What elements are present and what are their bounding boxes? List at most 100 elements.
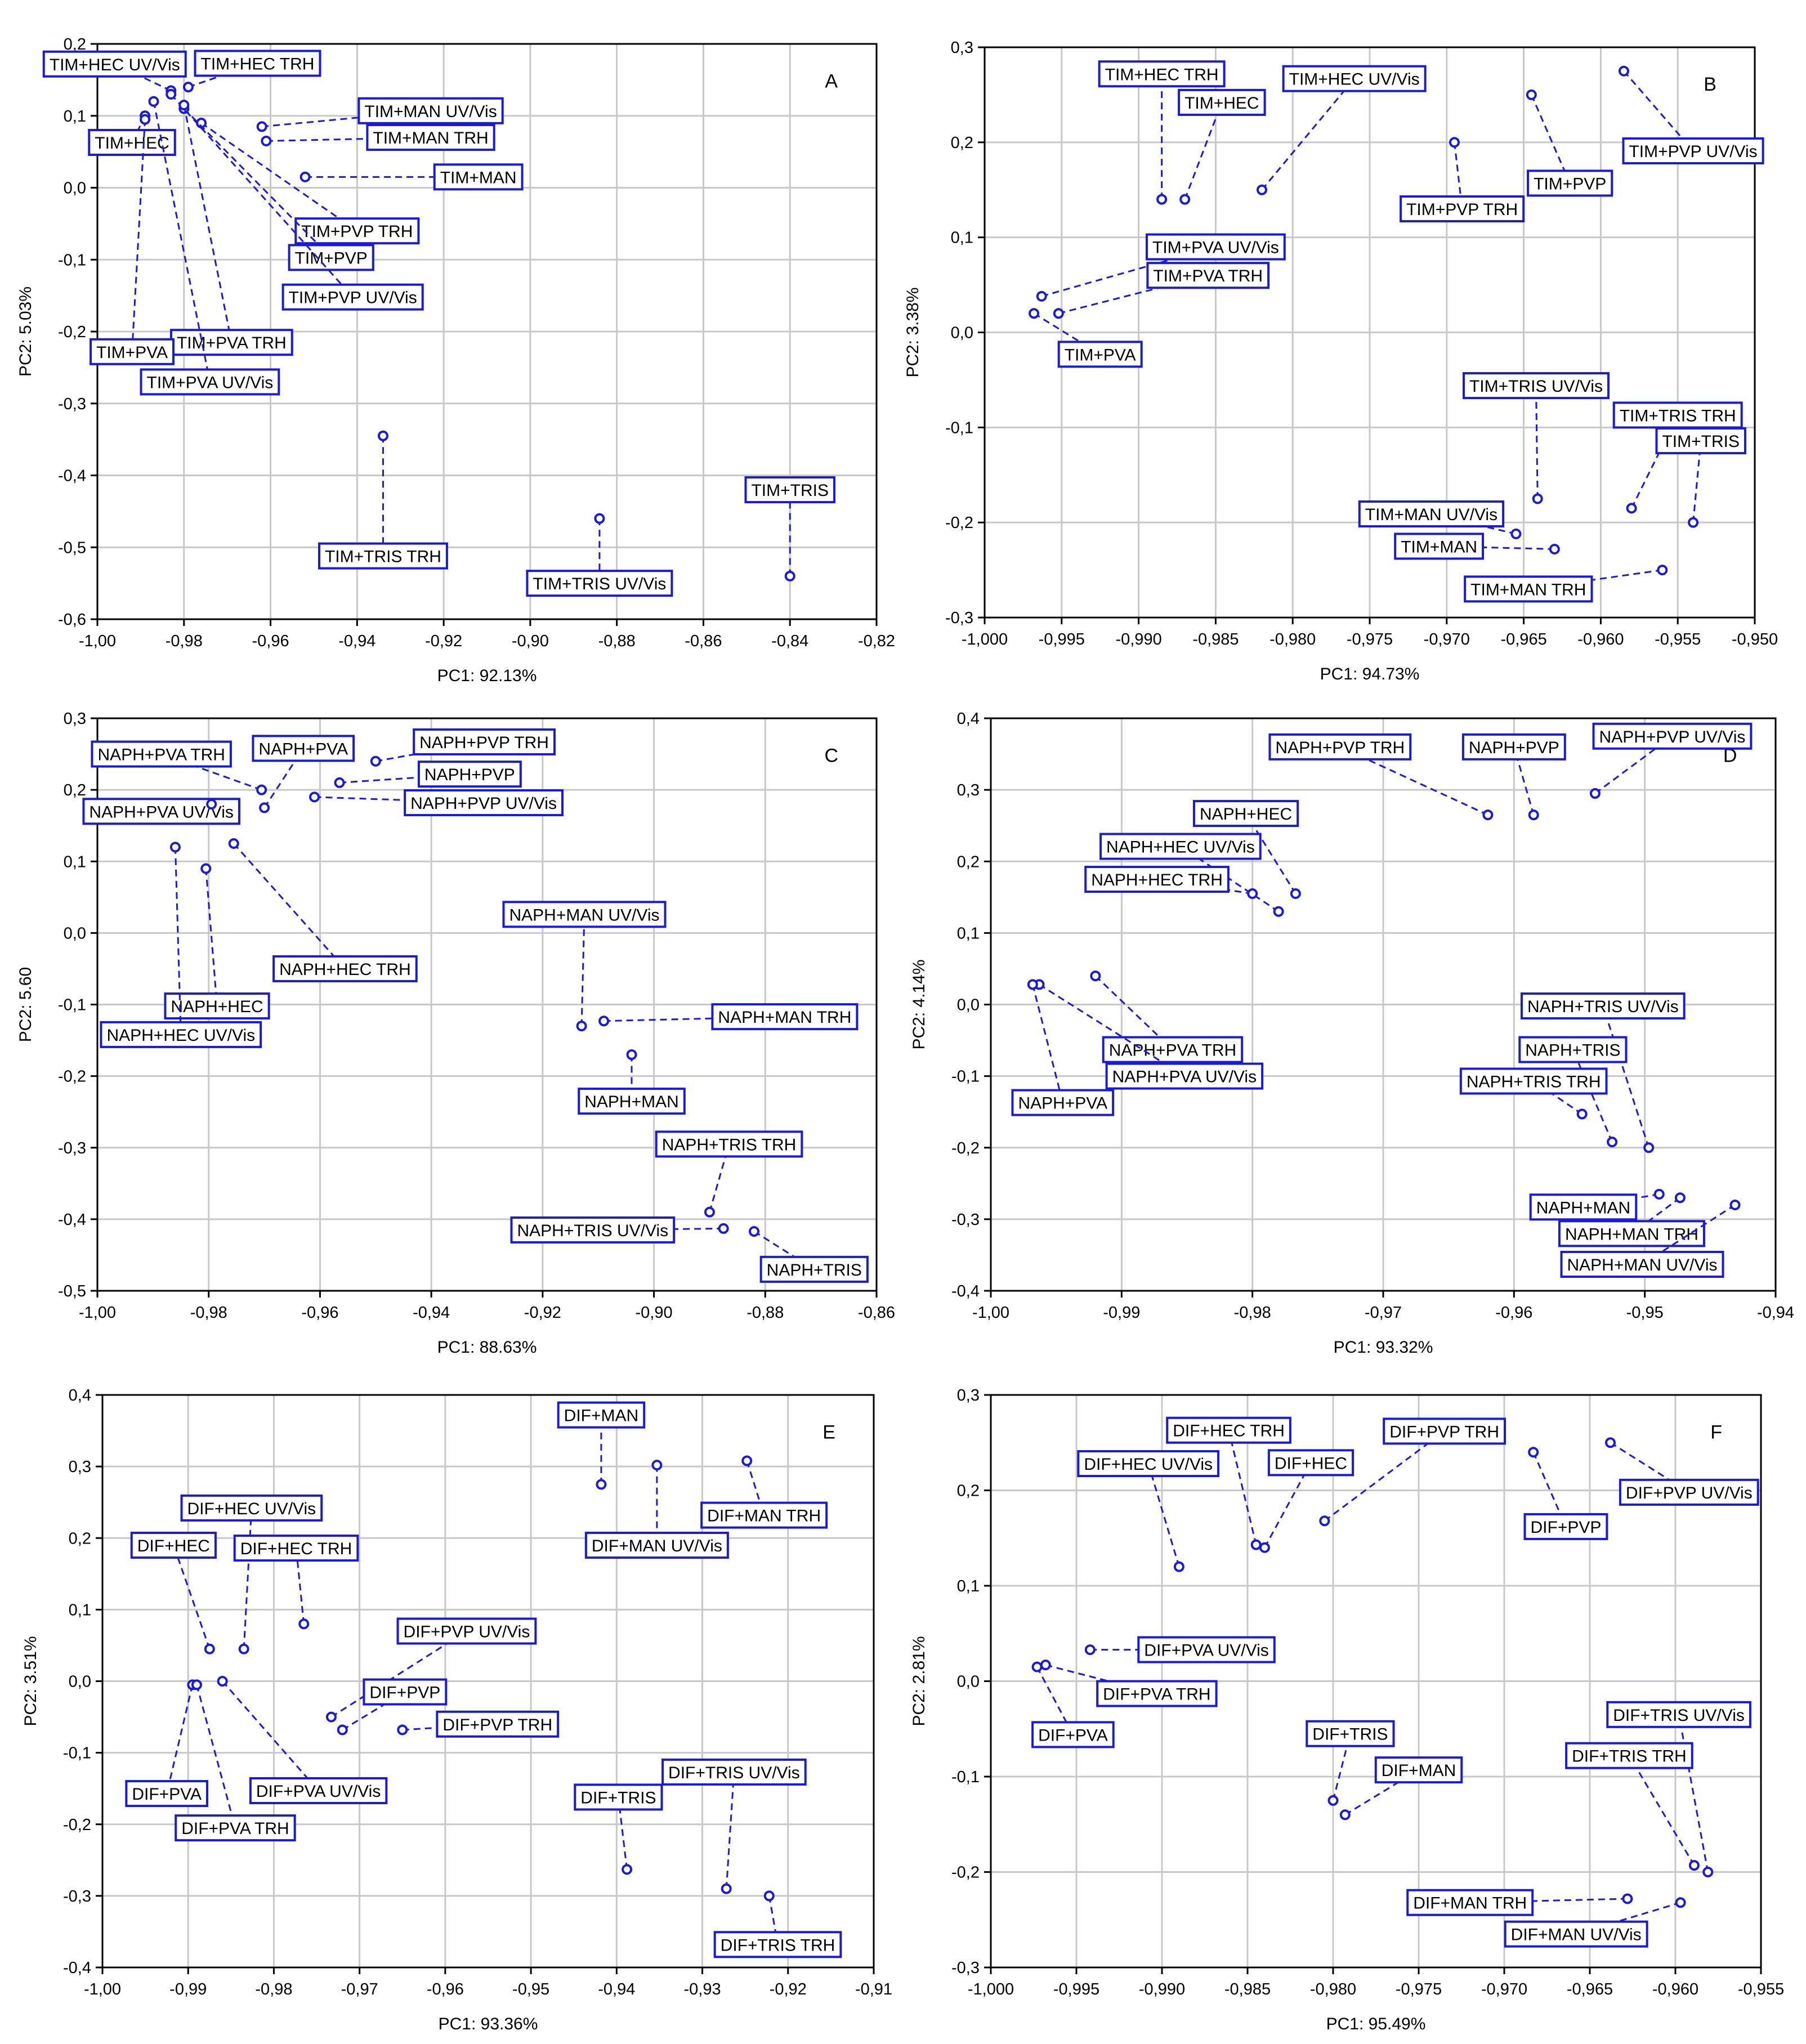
point-label-dif-pvp: DIF+PVP <box>369 1684 440 1702</box>
point-label-tim-pvp: TIM+PVP <box>295 249 368 267</box>
x-tick-label: -1,00 <box>79 632 116 650</box>
data-point-dif-tris-trh <box>763 1890 775 1902</box>
data-point-dif-hec <box>204 1643 215 1654</box>
data-point-naph-hec-uv-vis <box>169 842 181 853</box>
leader-line <box>1572 1049 1613 1143</box>
data-point-tim-pvp-uv-vis <box>1618 65 1629 77</box>
y-tick-label: 0,0 <box>64 924 86 942</box>
leader-line <box>243 1508 253 1649</box>
point-label-box <box>1011 1089 1115 1116</box>
data-point-tim-tris <box>1688 517 1699 528</box>
point-group-naph-hec-uv-vis: NAPH+HEC UV/Vis <box>1099 833 1284 917</box>
x-tick-label: -0,95 <box>512 1980 549 1998</box>
point-group-naph-tris-uv-vis: NAPH+TRIS UV/Vis <box>510 1216 729 1244</box>
point-group-dif-pva-uv-vis: DIF+PVA UV/Vis <box>217 1676 388 1805</box>
y-tick-label: 0,2 <box>957 853 980 871</box>
x-tick-label: -0,995 <box>1053 1980 1099 1998</box>
point-label-dif-tris: DIF+TRIS <box>1312 1725 1388 1744</box>
point-group-dif-man: DIF+MAN <box>557 1401 646 1490</box>
y-tick-label: -0,1 <box>951 1768 980 1786</box>
x-tick-label: -0,98 <box>190 1304 227 1322</box>
point-label-box <box>1358 500 1505 527</box>
data-point-dif-hec-trh <box>298 1618 310 1630</box>
data-point-naph-hec <box>200 863 212 874</box>
y-tick-label: 0,0 <box>957 996 980 1014</box>
point-group-tim-pvp-uv-vis: TIM+PVP UV/Vis <box>166 88 424 311</box>
point-label-box <box>413 728 556 755</box>
data-point-dif-pva <box>1031 1661 1043 1672</box>
y-tick-label: -0,4 <box>951 1282 980 1300</box>
data-point-naph-man-uv-vis <box>576 1021 587 1032</box>
point-label-tim-pva: TIM+PVA <box>96 343 168 362</box>
point-label-tim-pva-uv-vis: TIM+PVA UV/Vis <box>1152 239 1279 257</box>
x-tick-label: -1,00 <box>972 1304 1009 1322</box>
leader-line <box>1036 1666 1074 1736</box>
point-group-naph-pva: NAPH+PVA <box>252 735 355 813</box>
data-point-tim-pva <box>1029 308 1040 319</box>
leader-line <box>1033 312 1101 355</box>
data-point-dif-tris-trh <box>1688 1860 1700 1871</box>
point-label-box <box>711 1003 859 1031</box>
point-label-naph-pva: NAPH+PVA <box>258 740 348 758</box>
x-tick-label: -1,00 <box>79 1304 116 1322</box>
leader-line <box>221 1680 319 1791</box>
x-tick-label: -1,000 <box>962 630 1008 648</box>
y-tick-label: 0,0 <box>69 1673 91 1691</box>
y-tick-label: 0,3 <box>957 1386 980 1405</box>
point-label-dif-man-trh: DIF+MAN TRH <box>707 1507 821 1526</box>
leader-line <box>131 119 146 352</box>
point-label-naph-hec: NAPH+HEC <box>171 998 263 1016</box>
x-tick-label: -0,86 <box>858 1304 895 1322</box>
point-label-box <box>1137 1636 1276 1663</box>
point-label-box <box>417 761 522 788</box>
point-label-box <box>578 1088 686 1115</box>
point-group-tim-tris: TIM+TRIS <box>744 476 835 582</box>
x-tick-label: -0,99 <box>169 1980 207 1998</box>
point-group-dif-pvp-uv-vis: DIF+PVP UV/Vis <box>1604 1437 1759 1506</box>
point-label-dif-man-uv-vis: DIF+MAN UV/Vis <box>1511 1926 1642 1944</box>
y-axis-label: PC2: 5.03% <box>16 287 35 377</box>
point-label-tim-man: TIM+MAN <box>1401 538 1477 556</box>
point-group-tim-man-trh: TIM+MAN TRH <box>261 124 495 151</box>
point-label-tim-man-trh: TIM+MAN TRH <box>373 129 488 147</box>
y-tick-label: -0,1 <box>58 251 86 269</box>
y-tick-label: -0,1 <box>951 1068 980 1086</box>
point-group-naph-pvp-trh: NAPH+PVP TRH <box>1268 733 1494 821</box>
point-label-box <box>1518 1036 1628 1063</box>
leader-line <box>1470 1898 1628 1904</box>
point-label-dif-man-uv-vis: DIF+MAN UV/Vis <box>592 1537 722 1555</box>
data-point-naph-pva-uv-vis <box>206 799 217 810</box>
point-label-tim-man: TIM+MAN <box>440 168 517 187</box>
data-point-tim-tris-uv-vis <box>1532 493 1543 504</box>
point-group-naph-man-trh: NAPH+MAN TRH <box>598 1003 859 1031</box>
point-label-box <box>1558 1220 1705 1247</box>
point-group-tim-man-uv-vis: TIM+MAN UV/Vis <box>1358 500 1522 539</box>
point-group-naph-tris-trh: NAPH+TRIS TRH <box>655 1130 803 1218</box>
point-label-box <box>1031 1721 1115 1748</box>
x-axis-label: PC1: 94.73% <box>1320 665 1420 683</box>
leader-line <box>1623 70 1694 152</box>
point-label-naph-hec-uv-vis: NAPH+HEC UV/Vis <box>1106 838 1255 857</box>
point-group-naph-man: NAPH+MAN <box>1529 1188 1665 1221</box>
y-tick-label: -0,2 <box>58 323 86 341</box>
point-label-box <box>366 124 495 151</box>
data-point-tim-man-uv-vis <box>256 121 267 132</box>
point-group-naph-pva-trh: NAPH+PVA TRH <box>91 740 267 795</box>
point-label-tim-hec-trh: TIM+HEC TRH <box>201 55 315 73</box>
x-tick-label: -0,94 <box>413 1304 450 1322</box>
point-label-box <box>1612 401 1743 429</box>
point-label-box <box>502 901 667 928</box>
point-label-box <box>1520 992 1686 1020</box>
point-group-naph-pvp-trh: NAPH+PVP TRH <box>370 728 556 767</box>
point-label-naph-tris: NAPH+TRIS <box>1525 1041 1620 1060</box>
x-tick-label: -0,960 <box>1577 630 1624 648</box>
point-group-naph-pvp-uv-vis: NAPH+PVP UV/Vis <box>1589 722 1753 799</box>
point-group-tim-pva-trh: TIM+PVA TRH <box>1053 262 1270 319</box>
point-label-box <box>130 1531 217 1559</box>
point-label-naph-tris-uv-vis: NAPH+TRIS UV/Vis <box>517 1222 668 1240</box>
point-label-dif-pvp-uv-vis: DIF+PVP UV/Vis <box>404 1623 530 1642</box>
data-point-dif-man <box>1339 1809 1351 1821</box>
point-group-dif-tris: DIF+TRIS <box>1306 1720 1395 1806</box>
y-tick-label: 0,0 <box>957 1673 980 1691</box>
data-point-dif-pva-trh <box>191 1679 202 1690</box>
